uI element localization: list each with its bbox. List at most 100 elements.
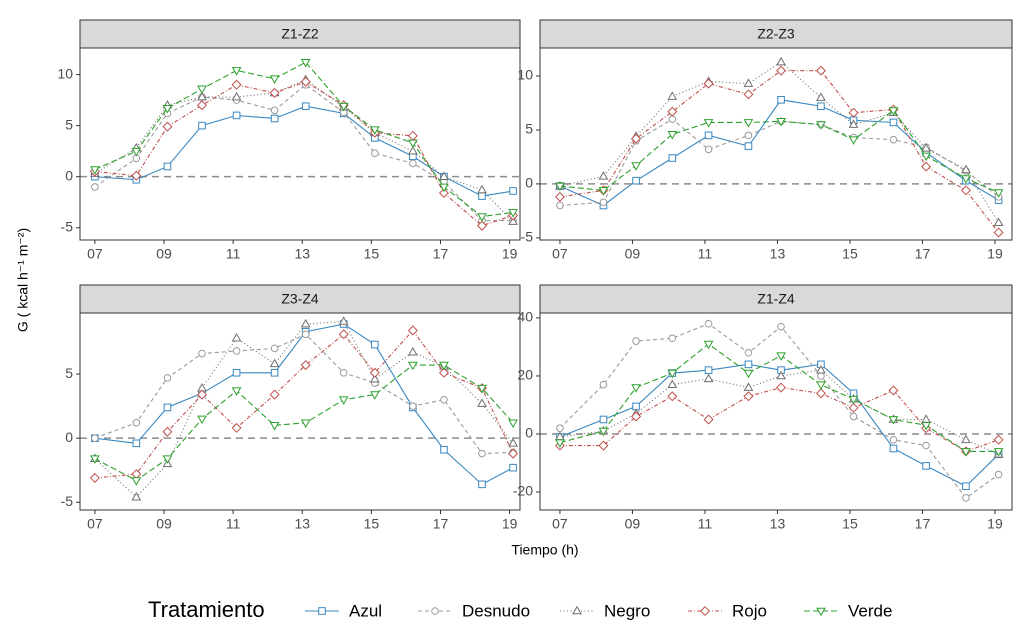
legend-label: Azul (349, 601, 382, 620)
marker (131, 477, 142, 486)
marker (848, 119, 859, 128)
marker (90, 166, 100, 175)
x-tick-label: 09 (156, 246, 172, 262)
marker (921, 143, 931, 152)
marker (300, 360, 311, 371)
x-tick-label: 11 (226, 246, 241, 262)
marker (744, 360, 753, 369)
marker (478, 480, 486, 489)
marker (131, 147, 142, 157)
marker (598, 427, 609, 437)
marker (369, 391, 380, 400)
marker (231, 79, 242, 90)
marker (407, 139, 418, 149)
marker (477, 398, 487, 407)
series-line (559, 369, 999, 455)
x-tick-label: 11 (698, 246, 713, 262)
marker (270, 106, 279, 115)
x-tick-label: 11 (226, 516, 241, 532)
x-tick-label: 15 (364, 246, 380, 262)
marker (889, 118, 898, 127)
marker (90, 455, 100, 464)
y-tick-label: 0 (65, 167, 73, 183)
marker (632, 176, 640, 185)
marker (508, 438, 518, 447)
y-axis-title: G ( kcal h⁻¹ m⁻²) (15, 228, 31, 332)
marker (198, 121, 206, 130)
marker (409, 402, 417, 410)
marker (439, 171, 449, 180)
marker (439, 361, 449, 371)
marker (438, 367, 449, 378)
strip (79, 19, 521, 49)
marker (269, 358, 280, 368)
marker (961, 434, 971, 444)
marker (197, 389, 208, 400)
marker (888, 107, 899, 116)
y-tick-label: 10 (517, 67, 533, 83)
marker (509, 463, 517, 472)
legend-label: Negro (604, 601, 650, 620)
marker (371, 340, 379, 349)
marker (704, 319, 713, 328)
marker (477, 213, 487, 222)
marker (300, 419, 311, 428)
marker (407, 347, 418, 356)
marker (269, 87, 280, 98)
marker (407, 325, 418, 336)
marker (508, 216, 518, 225)
marker (270, 368, 279, 377)
series-line (559, 61, 1000, 224)
marker (476, 220, 487, 231)
marker (668, 154, 677, 162)
series-line (94, 79, 514, 223)
marker (849, 412, 858, 421)
y-tick-label: -5 (61, 218, 74, 234)
marker (921, 161, 932, 172)
marker (889, 135, 898, 144)
marker (816, 364, 826, 374)
marker (477, 184, 487, 194)
marker (269, 389, 280, 400)
marker (815, 388, 826, 399)
marker (301, 102, 310, 111)
legend-key-marker (431, 607, 439, 615)
marker (631, 133, 642, 144)
marker (300, 318, 311, 328)
marker (231, 91, 242, 101)
marker (599, 380, 608, 389)
marker (743, 78, 754, 87)
marker (162, 121, 173, 132)
marker (993, 189, 1004, 198)
x-tick-label: 15 (842, 516, 858, 532)
marker (889, 444, 898, 453)
y-tick-label: -5 (521, 229, 534, 245)
panel-border (79, 47, 521, 241)
panel-border (79, 312, 521, 511)
series-line (559, 118, 999, 207)
marker (848, 136, 859, 145)
marker (301, 330, 310, 339)
x-tick-label: 11 (698, 516, 713, 532)
marker (231, 422, 242, 433)
marker (338, 316, 349, 325)
marker (703, 340, 714, 350)
marker (508, 209, 518, 218)
x-tick-label: 13 (770, 246, 786, 262)
marker (407, 130, 418, 141)
marker (817, 372, 825, 380)
y-tick-label: 0 (525, 175, 533, 191)
marker (409, 159, 417, 168)
y-tick-label: 10 (57, 65, 73, 81)
y-tick-label: 5 (525, 121, 533, 137)
marker (922, 441, 930, 450)
marker (961, 448, 971, 457)
x-tick-label: 19 (502, 516, 518, 532)
marker (704, 131, 713, 140)
marker (921, 152, 931, 162)
marker (776, 382, 787, 393)
marker (197, 91, 207, 101)
marker (744, 142, 753, 150)
series-line (559, 99, 999, 207)
x-tick-label: 15 (364, 516, 380, 532)
